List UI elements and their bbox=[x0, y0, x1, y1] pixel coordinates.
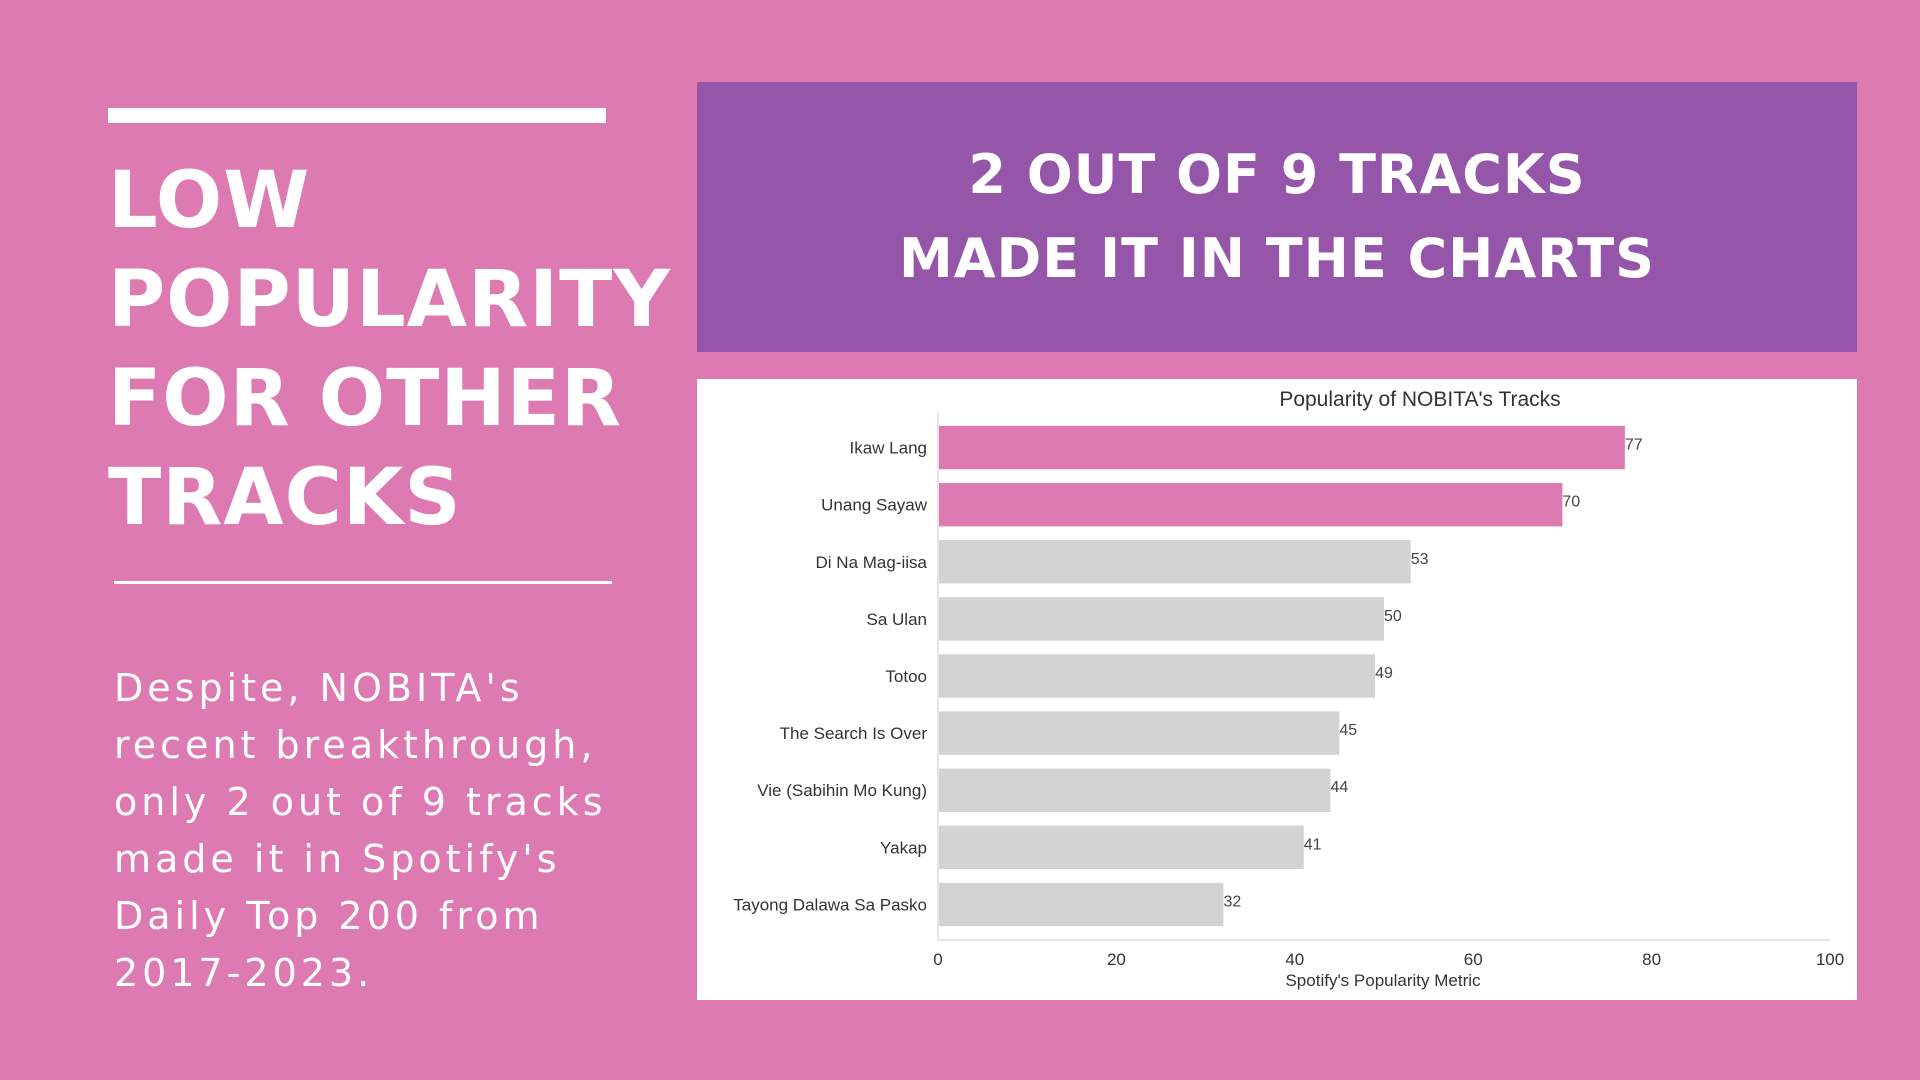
category-label: Vie (Sabihin Mo Kung) bbox=[757, 781, 927, 800]
bar bbox=[939, 597, 1384, 641]
x-axis-label: Spotify's Popularity Metric bbox=[1285, 971, 1481, 990]
description-line: recent breakthrough, bbox=[114, 723, 597, 767]
bar bbox=[939, 425, 1625, 470]
bar bbox=[939, 711, 1340, 755]
bar bbox=[939, 540, 1411, 584]
x-tick-label: 60 bbox=[1464, 950, 1483, 969]
headline-line: FOR OTHER bbox=[108, 354, 622, 444]
data-label: 53 bbox=[1411, 551, 1429, 568]
category-label: Ikaw Lang bbox=[850, 439, 928, 458]
bar bbox=[939, 882, 1224, 927]
x-tick-label: 100 bbox=[1816, 950, 1844, 969]
description: Despite, NOBITA's recent breakthrough, o… bbox=[114, 660, 634, 1002]
category-label: Sa Ulan bbox=[867, 610, 927, 629]
chart-title: Popularity of NOBITA's Tracks bbox=[1279, 388, 1560, 411]
x-tick-label: 0 bbox=[933, 950, 942, 969]
plot-area: Ikaw Lang 77 Unang Sayaw 70 Di Na Mag-iisa 53… bbox=[733, 412, 1844, 969]
description-line: made it in Spotify's bbox=[114, 837, 561, 881]
chart-card: Popularity of NOBITA's Tracks Spotify's … bbox=[697, 379, 1857, 1000]
headline-line: POPULARITY bbox=[108, 255, 671, 345]
data-label: 44 bbox=[1330, 779, 1348, 796]
data-label: 32 bbox=[1223, 893, 1241, 910]
category-label: Unang Sayaw bbox=[821, 496, 928, 515]
data-label: 49 bbox=[1375, 665, 1393, 682]
category-label: Tayong Dalawa Sa Pasko bbox=[733, 895, 927, 914]
bar bbox=[939, 768, 1331, 812]
banner-line: MADE IT IN THE CHARTS bbox=[898, 227, 1656, 290]
headline: LOW POPULARITY FOR OTHER TRACKS bbox=[108, 152, 671, 548]
x-tick-label: 40 bbox=[1285, 950, 1304, 969]
headline-line: TRACKS bbox=[108, 453, 462, 543]
middle-divider bbox=[114, 581, 612, 584]
bar bbox=[939, 482, 1563, 527]
category-label: Di Na Mag-iisa bbox=[816, 553, 928, 572]
x-tick-label: 80 bbox=[1642, 950, 1661, 969]
headline-line: LOW bbox=[108, 156, 311, 246]
description-line: only 2 out of 9 tracks bbox=[114, 780, 607, 824]
popularity-bar-chart: Popularity of NOBITA's Tracks Spotify's … bbox=[733, 388, 1844, 990]
category-label: The Search Is Over bbox=[780, 724, 928, 743]
data-label: 50 bbox=[1384, 608, 1402, 625]
category-label: Totoo bbox=[885, 667, 927, 686]
bar bbox=[939, 825, 1304, 870]
description-line: Daily Top 200 from bbox=[114, 894, 544, 938]
data-label: 77 bbox=[1625, 437, 1643, 454]
data-label: 70 bbox=[1562, 494, 1580, 511]
top-divider bbox=[108, 108, 606, 123]
banner-line: 2 OUT OF 9 TRACKS bbox=[968, 143, 1586, 206]
category-label: Yakap bbox=[880, 838, 927, 857]
data-label: 41 bbox=[1304, 836, 1322, 853]
description-line: Despite, NOBITA's bbox=[114, 666, 524, 710]
description-line: 2017-2023. bbox=[114, 951, 374, 995]
data-label: 45 bbox=[1339, 722, 1357, 739]
bar bbox=[939, 654, 1376, 698]
x-tick-label: 20 bbox=[1107, 950, 1126, 969]
headline-banner: 2 OUT OF 9 TRACKS MADE IT IN THE CHARTS bbox=[697, 82, 1857, 352]
